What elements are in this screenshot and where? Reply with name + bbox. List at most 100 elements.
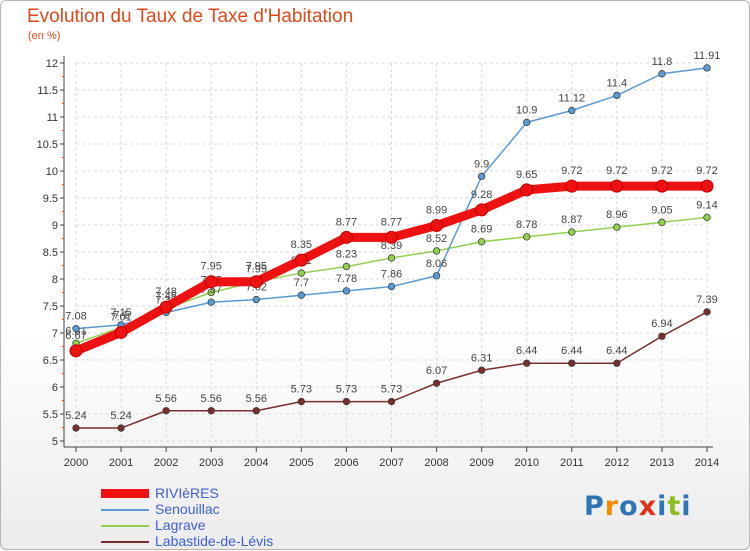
data-point <box>613 91 621 100</box>
y-tick-label: 11 <box>47 112 58 124</box>
data-point <box>387 397 396 406</box>
data-label: 9.9 <box>474 158 489 170</box>
data-label: 9.14 <box>696 199 717 211</box>
data-point <box>565 179 579 193</box>
x-tick-label: 2006 <box>334 457 358 469</box>
legend-item: RIVIèRES <box>101 485 361 502</box>
data-label: 5.24 <box>110 410 131 422</box>
x-tick-label: 2014 <box>695 457 719 469</box>
legend-item: Lagrave <box>101 517 361 534</box>
data-point <box>342 262 351 271</box>
data-label: 6.44 <box>561 345 582 357</box>
data-point <box>294 253 308 267</box>
data-point <box>159 300 173 314</box>
x-tick-label: 2008 <box>424 457 448 469</box>
data-point <box>342 397 351 406</box>
y-tick-label: 12 <box>46 58 58 70</box>
x-tick-label: 2002 <box>154 457 178 469</box>
data-label: 7.1 <box>113 310 128 322</box>
legend-label: Labastide-de-Lévis <box>155 533 274 549</box>
data-point <box>72 424 80 432</box>
data-label: 5.73 <box>291 384 312 396</box>
data-point <box>252 407 260 415</box>
data-label: 7.78 <box>336 273 357 285</box>
data-label: 7.39 <box>696 294 717 306</box>
legend-swatch <box>101 541 149 543</box>
legend-item: Labastide-de-Lévis <box>101 533 361 550</box>
y-tick-label: 9.5 <box>43 193 58 205</box>
data-label: 5.56 <box>201 393 222 405</box>
data-point <box>568 106 576 115</box>
data-label: 7.01 <box>110 311 131 323</box>
data-label: 8.77 <box>381 216 402 228</box>
data-label: 6.44 <box>516 345 537 357</box>
data-label: 8.35 <box>291 239 312 251</box>
y-tick-label: 6 <box>52 382 58 394</box>
legend-label: Lagrave <box>155 517 206 533</box>
data-point <box>568 228 576 236</box>
data-point <box>613 223 621 231</box>
y-tick-label: 9 <box>52 220 58 232</box>
chart-title: Evolution du Taux de Taxe d'Habitation <box>27 6 354 27</box>
logo-letter: o <box>619 491 639 522</box>
data-label: 8.87 <box>561 214 582 226</box>
legend: RIVIèRES Senouillac Lagrave Labastide-de-Lé… <box>101 485 361 550</box>
data-point <box>523 118 531 127</box>
data-label: 11.4 <box>607 77 628 89</box>
data-label: 8.77 <box>336 216 357 228</box>
data-label: 8.96 <box>606 209 627 221</box>
data-label: 9.72 <box>606 165 627 177</box>
y-tick-label: 5.5 <box>43 409 58 421</box>
data-label: 8.39 <box>381 240 402 252</box>
data-point <box>475 203 489 217</box>
data-label: 9.28 <box>471 189 492 201</box>
x-tick-label: 2003 <box>199 457 223 469</box>
logo-letter: i <box>681 491 692 522</box>
data-label: 7.86 <box>381 269 402 281</box>
data-point <box>249 275 263 289</box>
data-label: 11.8 <box>652 56 673 68</box>
data-label: 8.06 <box>426 258 447 270</box>
data-label: 9.65 <box>516 169 537 181</box>
y-tick-label: 10.5 <box>37 139 58 151</box>
data-point <box>520 183 534 197</box>
data-label: 8.69 <box>471 224 492 236</box>
data-label: 7.7 <box>294 277 309 289</box>
data-point <box>297 269 306 277</box>
data-point <box>703 308 711 316</box>
x-tick-label: 2010 <box>514 457 538 469</box>
data-point <box>700 179 714 193</box>
legend-label: Senouillac <box>155 501 220 517</box>
logo-letter: r <box>604 491 620 522</box>
data-point <box>658 218 666 226</box>
data-point <box>430 219 444 233</box>
y-tick-label: 8 <box>52 274 58 286</box>
data-label: 9.72 <box>696 165 717 177</box>
data-point <box>613 359 621 367</box>
data-point <box>297 291 306 299</box>
data-point <box>477 172 486 181</box>
data-label: 5.73 <box>381 384 402 396</box>
data-label: 5.56 <box>155 393 176 405</box>
data-label: 6.94 <box>651 318 672 330</box>
data-point <box>655 179 669 193</box>
data-point <box>703 213 711 222</box>
x-tick-label: 2013 <box>650 457 674 469</box>
x-tick-label: 2012 <box>605 457 629 469</box>
data-label: 6.67 <box>65 330 86 342</box>
data-point <box>523 359 531 367</box>
data-point <box>117 424 125 432</box>
data-label: 5.56 <box>246 393 267 405</box>
data-label: 6.07 <box>426 365 447 377</box>
data-point <box>432 379 441 387</box>
proxiti-logo: Proxiti <box>584 491 692 522</box>
data-point <box>297 397 306 406</box>
y-tick-label: 10 <box>46 166 58 178</box>
data-point <box>385 230 398 244</box>
x-tick-label: 2001 <box>109 457 133 469</box>
x-tick-label: 2011 <box>560 457 584 469</box>
legend-swatch <box>101 489 149 498</box>
data-point <box>568 359 576 367</box>
data-point <box>339 230 353 244</box>
